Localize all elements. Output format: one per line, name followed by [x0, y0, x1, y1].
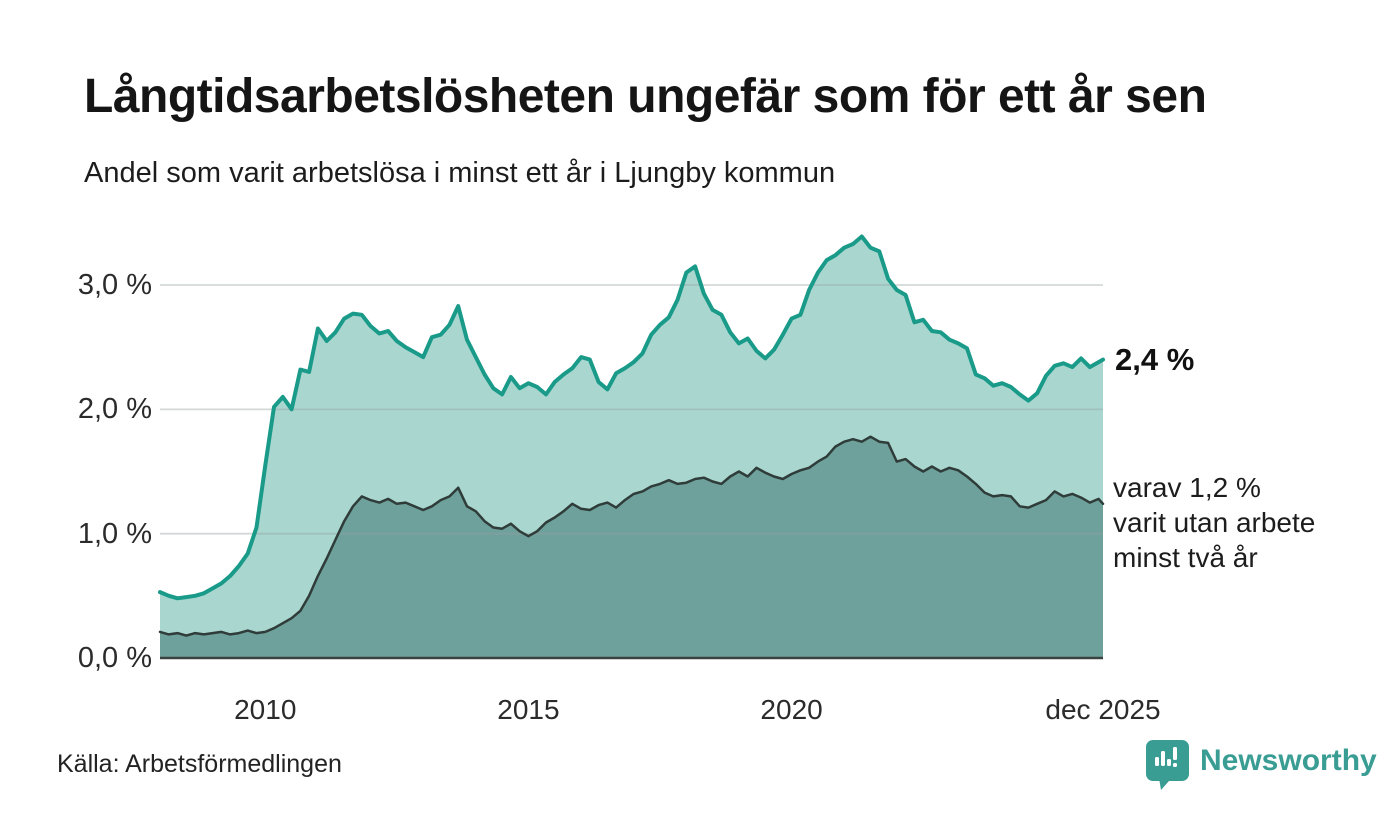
x-tick-label: 2020 — [760, 694, 823, 725]
y-tick-label: 2,0 % — [77, 393, 152, 426]
newsworthy-bubble-icon — [1146, 740, 1189, 790]
gridlines — [160, 284, 1103, 535]
series1-line — [158, 234, 1105, 601]
x-tick-label: dec 2025 — [1045, 694, 1161, 725]
series2-line — [158, 435, 1105, 637]
x-tick-label: 2010 — [234, 694, 297, 725]
y-tick-label: 0,0 % — [77, 642, 152, 674]
x-tick-label: 2015 — [497, 694, 560, 725]
y-tick-label: 3,0 % — [77, 269, 152, 301]
newsworthy-wordmark: Newsworthy — [1200, 744, 1377, 777]
source-credit: Källa: Arbetsförmedlingen — [57, 750, 342, 778]
series1-value-label: 2,4 % — [1115, 341, 1195, 377]
newsworthy-logo[interactable]: Newsworthy — [1146, 740, 1377, 792]
series2-area — [160, 436, 1103, 658]
series2-note-label: varav 1,2 % varit utan arbete minst två … — [1113, 471, 1316, 573]
line-layers — [158, 234, 1105, 637]
page-subtitle: Andel som varit arbetslösa i minst ett å… — [84, 157, 836, 189]
y-tick-label: 1,0 % — [77, 517, 152, 550]
page-title: Långtidsarbetslösheten ungefär som för e… — [84, 70, 1207, 123]
bar-chart-glyph — [1155, 747, 1177, 767]
area-layers — [160, 236, 1103, 658]
